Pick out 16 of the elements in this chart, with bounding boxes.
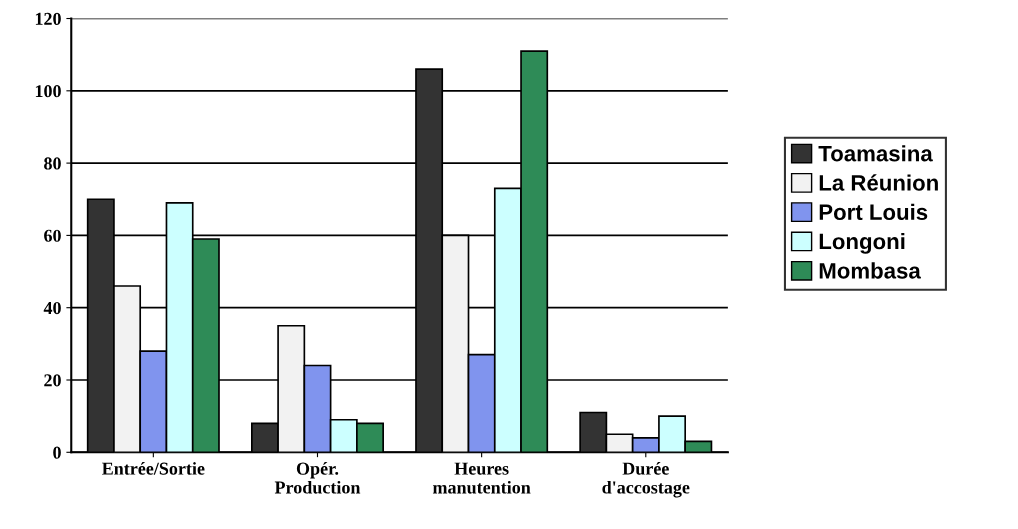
y-tick-label: 20 (44, 374, 61, 387)
legend-label: Toamasina (818, 145, 933, 162)
x-tick-label: Entrée/Sortie (102, 462, 205, 475)
y-tick-label: 120 (35, 12, 61, 25)
x-tick-label: Heures manutention (432, 462, 531, 494)
y-tick-label: 80 (44, 157, 61, 170)
y-tick-label: 60 (44, 229, 61, 242)
x-tick-label: Opér. Production (274, 462, 361, 494)
legend-label: La Réunion (819, 174, 938, 191)
x-tick-label: Durée d'accostage (602, 462, 690, 498)
y-tick-label: 40 (43, 301, 61, 315)
y-tick-label: 100 (35, 85, 61, 98)
y-tick-label: 0 (53, 446, 61, 459)
legend-label: Longoni (819, 232, 905, 254)
legend-label: Port Louis (819, 203, 928, 221)
legend-label: Mombasa (819, 262, 921, 279)
